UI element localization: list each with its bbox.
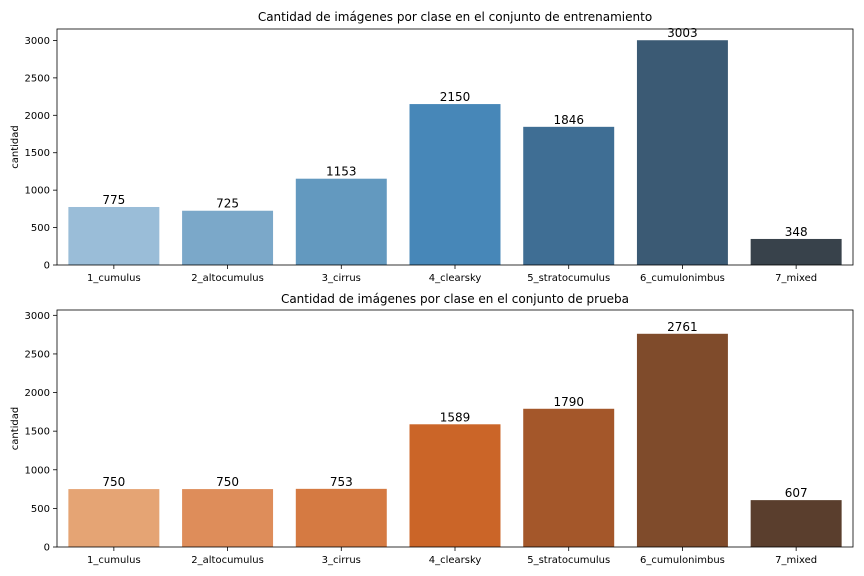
- plot-frame: [56, 309, 854, 548]
- plot-frame: [56, 28, 854, 266]
- data-label: 2150: [440, 90, 471, 104]
- data-label: 3003: [667, 26, 698, 40]
- chart-test: Cantidad de imágenes por clase en el con…: [10, 292, 854, 566]
- y-tick-label: 2000: [25, 111, 50, 122]
- chart-title: Cantidad de imágenes por clase en el con…: [281, 292, 629, 306]
- y-tick-label: 500: [31, 223, 50, 234]
- data-label: 1153: [326, 165, 357, 179]
- bar: [750, 500, 842, 547]
- data-label: 750: [216, 475, 239, 489]
- x-tick-label: 2_altocumulus: [191, 273, 264, 284]
- y-tick-label: 2500: [25, 73, 50, 84]
- y-tick-label: 1000: [25, 186, 50, 197]
- bar: [523, 408, 615, 547]
- bar: [182, 489, 274, 547]
- x-tick-label: 7_mixed: [775, 273, 817, 284]
- bar: [636, 40, 728, 265]
- x-tick-label: 1_cumulus: [87, 273, 141, 284]
- bar: [523, 126, 615, 266]
- bar: [182, 210, 274, 265]
- data-label: 753: [330, 475, 353, 489]
- y-tick-label: 0: [44, 543, 50, 554]
- data-label: 1846: [553, 113, 584, 127]
- y-tick-label: 1500: [25, 148, 50, 159]
- bar: [409, 424, 501, 547]
- bar: [68, 206, 160, 265]
- data-label: 725: [216, 197, 239, 211]
- data-label: 750: [102, 475, 125, 489]
- y-tick-label: 3000: [25, 311, 50, 322]
- y-tick-label: 2500: [25, 349, 50, 360]
- x-tick-label: 3_cirrus: [322, 555, 361, 566]
- y-tick-label: 1000: [25, 465, 50, 476]
- chart-title: Cantidad de imágenes por clase en el con…: [258, 10, 652, 24]
- data-label: 348: [785, 225, 808, 239]
- data-label: 1589: [440, 410, 471, 424]
- y-axis-label: cantidad: [10, 125, 21, 169]
- bar: [68, 489, 160, 547]
- bar: [409, 104, 501, 265]
- x-tick-label: 3_cirrus: [322, 273, 361, 284]
- x-tick-label: 5_stratocumulus: [527, 273, 610, 284]
- bar: [750, 238, 842, 265]
- x-tick-label: 4_clearsky: [429, 555, 482, 566]
- data-label: 775: [102, 193, 125, 207]
- y-tick-label: 0: [44, 261, 50, 272]
- bar: [636, 333, 728, 547]
- data-label: 2761: [667, 320, 698, 334]
- y-axis-label: cantidad: [10, 407, 21, 451]
- data-label: 1790: [553, 395, 584, 409]
- y-tick-label: 1500: [25, 427, 50, 438]
- x-tick-label: 2_altocumulus: [191, 555, 264, 566]
- x-tick-label: 6_cumulonimbus: [640, 273, 725, 284]
- x-tick-label: 6_cumulonimbus: [640, 555, 725, 566]
- chart-training: Cantidad de imágenes por clase en el con…: [10, 10, 854, 284]
- data-label: 607: [785, 486, 808, 500]
- x-tick-label: 7_mixed: [775, 555, 817, 566]
- bar: [295, 178, 387, 265]
- bar: [295, 488, 387, 547]
- x-tick-label: 1_cumulus: [87, 555, 141, 566]
- y-tick-label: 2000: [25, 388, 50, 399]
- y-tick-label: 500: [31, 504, 50, 515]
- x-tick-label: 4_clearsky: [429, 273, 482, 284]
- y-tick-label: 3000: [25, 36, 50, 47]
- x-tick-label: 5_stratocumulus: [527, 555, 610, 566]
